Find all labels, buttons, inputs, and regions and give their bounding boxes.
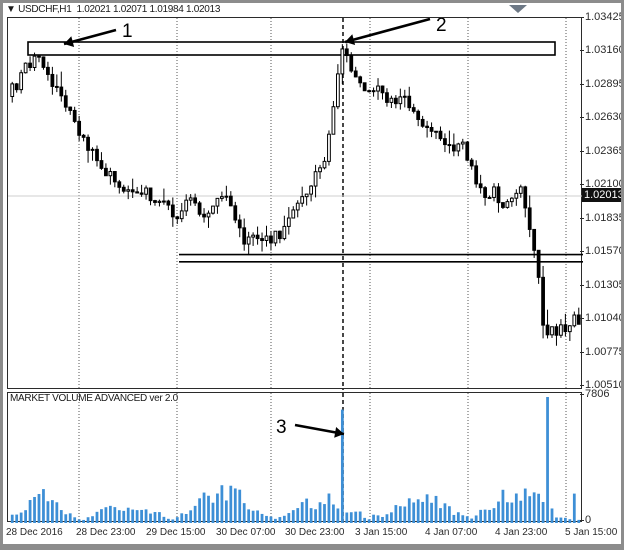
svg-text:3: 3 bbox=[276, 417, 287, 438]
svg-text:2: 2 bbox=[436, 18, 447, 36]
svg-text:1: 1 bbox=[122, 21, 133, 42]
